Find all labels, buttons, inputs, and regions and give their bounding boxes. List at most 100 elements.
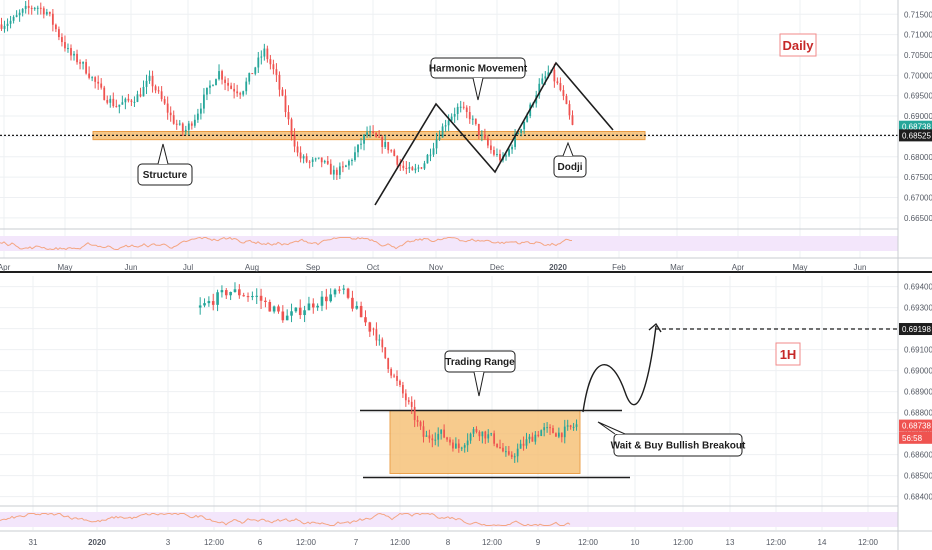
hourly-candle-body: [207, 301, 211, 304]
daily-candle-body: [97, 81, 100, 84]
daily-x-tick-label: Sep: [306, 263, 321, 272]
hourly-candle-body: [404, 393, 407, 401]
hourly-candle-body: [537, 434, 540, 436]
hourly-candle-body: [368, 322, 372, 332]
hourly-x-tick-label: 12:00: [858, 538, 879, 547]
daily-candle-body: [242, 91, 245, 95]
hourly-price-tag-label: 56:58: [902, 434, 923, 443]
daily-candle-body: [553, 69, 556, 82]
daily-candle-body: [142, 86, 145, 97]
hourly-candle-body: [460, 447, 463, 449]
daily-candle-body: [477, 123, 480, 136]
daily-candle-body: [378, 136, 381, 138]
daily-candle-body: [51, 13, 54, 25]
hourly-x-tick-label: 10: [631, 538, 640, 547]
hourly-price-tag-label: 0.68738: [902, 422, 931, 431]
hourly-y-tick-label: 0.69000: [904, 367, 932, 376]
hourly-candle-body: [493, 433, 496, 444]
hourly-candle-body: [338, 289, 341, 291]
hourly-x-tick-label: 31: [29, 538, 38, 547]
hourly-candle-body: [346, 288, 350, 298]
daily-candle-body: [248, 73, 251, 82]
hourly-y-tick-label: 0.68900: [904, 388, 932, 397]
hourly-candle-body: [422, 426, 425, 437]
daily-candle-body: [3, 25, 6, 29]
daily-candle-body: [212, 85, 214, 87]
daily-candle-body: [483, 134, 486, 139]
daily-candle-body: [115, 106, 118, 108]
hourly-candle-body: [555, 433, 557, 437]
hourly-x-tick-label: 6: [258, 538, 263, 547]
daily-candle-body: [33, 7, 36, 9]
daily-candle-body: [496, 154, 498, 156]
hourly-candle-body: [437, 433, 440, 440]
daily-x-tick-label: Jun: [854, 263, 867, 272]
daily-candle-body: [178, 123, 181, 125]
daily-candle-body: [302, 156, 305, 159]
hourly-rsi-band: [0, 512, 898, 527]
daily-candle-body: [236, 91, 239, 94]
harmonic-callout-pointer: [472, 77, 484, 101]
daily-x-tick-label: May: [57, 263, 72, 272]
daily-candle-body: [432, 148, 435, 155]
daily-candle-body: [257, 57, 260, 68]
hourly-y-tick-label: 0.68500: [904, 472, 932, 481]
daily-candle-body: [308, 161, 311, 163]
daily-price-tag-label: 0.68525: [902, 131, 931, 140]
daily-candle-body: [166, 103, 169, 113]
hourly-x-tick-label: 12:00: [578, 538, 599, 547]
hourly-candle-body: [434, 439, 437, 441]
hourly-rsi-line: [0, 512, 571, 527]
hourly-x-tick-label: 12:00: [766, 538, 787, 547]
daily-candle-body: [456, 106, 459, 114]
daily-candle-body: [48, 11, 51, 14]
hourly-candle-body: [505, 451, 507, 453]
hourly-candle-body: [528, 436, 531, 440]
hourly-candle-body: [351, 297, 354, 309]
daily-candle-body: [245, 81, 248, 92]
hourly-candle-body: [543, 427, 546, 431]
hourly-candle-body: [311, 303, 315, 308]
hourly-candle-body: [255, 295, 259, 297]
daily-candle-body: [296, 146, 299, 153]
daily-y-tick-label: 0.69000: [904, 112, 932, 121]
hourly-candle-body: [443, 429, 445, 438]
daily-candle-body: [230, 85, 233, 89]
hourly-candle-body: [519, 443, 522, 449]
daily-timeframe-box: [779, 33, 817, 57]
hourly-candle-body: [416, 420, 419, 422]
daily-candle-body: [414, 168, 417, 171]
daily-candle-body: [136, 94, 139, 102]
hourly-candle-body: [449, 439, 451, 443]
hourly-candle-body: [522, 443, 525, 446]
daily-candle-body: [435, 139, 438, 149]
daily-candle-body: [130, 100, 133, 102]
hourly-candle-body: [229, 291, 232, 296]
hourly-candle-body: [233, 289, 237, 292]
hourly-y-tick-label: 0.69100: [904, 346, 932, 355]
daily-candle-body: [360, 143, 362, 145]
daily-price-tag: [899, 129, 932, 142]
daily-candle-body: [227, 82, 229, 86]
daily-candle-body: [70, 48, 72, 56]
hourly-candle-body: [387, 358, 390, 370]
hourly-candle-body: [557, 432, 560, 437]
hourly-candle-body: [569, 425, 572, 427]
daily-y-tick-label: 0.68000: [904, 153, 932, 162]
daily-rsi-line: [0, 236, 572, 251]
daily-candle-body: [148, 75, 151, 81]
daily-x-tick-label: Mar: [670, 263, 684, 272]
daily-candle-body: [91, 77, 94, 79]
daily-candle-body: [511, 146, 513, 150]
hourly-candle-body: [396, 375, 398, 381]
daily-candle-body: [381, 137, 384, 147]
hourly-candle-body: [242, 295, 245, 297]
daily-candle-body: [163, 99, 166, 104]
daily-candle-body: [354, 152, 356, 160]
daily-candle-body: [562, 90, 565, 97]
hourly-candle-body: [563, 426, 566, 438]
daily-candle-body: [411, 167, 414, 171]
daily-candle-body: [263, 48, 266, 57]
daily-candle-body: [39, 7, 42, 9]
